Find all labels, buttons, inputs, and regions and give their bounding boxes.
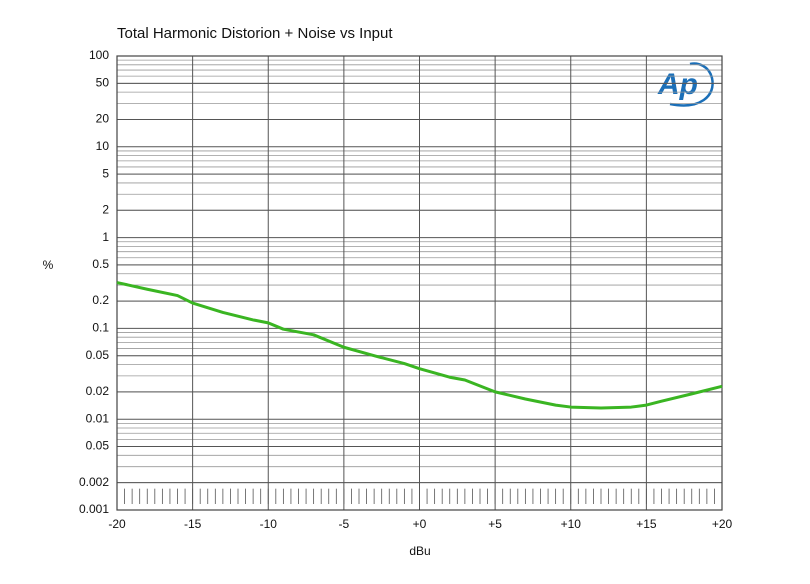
- x-tick-label: -15: [184, 517, 202, 531]
- x-tick-label: -5: [339, 517, 350, 531]
- y-tick-label: 100: [89, 48, 109, 62]
- x-tick-label: +10: [561, 517, 582, 531]
- y-tick-label: 0.1: [92, 321, 109, 335]
- logo: Ap: [657, 68, 698, 101]
- x-tick-label: +0: [413, 517, 427, 531]
- y-tick-label: 50: [96, 76, 110, 90]
- x-axis-label: dBu: [409, 544, 430, 558]
- y-tick-label: 2: [102, 202, 109, 216]
- logo-swoosh: [669, 62, 714, 107]
- y-tick-label: 0.5: [92, 257, 109, 271]
- x-tick-label: -10: [260, 517, 278, 531]
- x-tick-label: +5: [488, 517, 502, 531]
- x-tick-label: +15: [636, 517, 657, 531]
- chart-title: Total Harmonic Distorion + Noise vs Inpu…: [117, 25, 393, 42]
- y-tick-label: 1: [102, 230, 109, 244]
- y-tick-label: 0.05: [86, 348, 110, 362]
- y-axis-label: %: [43, 258, 54, 272]
- y-tick-label: 0.05: [86, 439, 110, 453]
- y-tick-label: 0.2: [92, 293, 109, 307]
- y-tick-label: 5: [102, 166, 109, 180]
- x-tick-label: -20: [108, 517, 126, 531]
- y-tick-label: 20: [96, 112, 110, 126]
- y-tick-label: 10: [96, 139, 110, 153]
- y-tick-label: 0.002: [79, 475, 109, 489]
- y-tick-label: 0.01: [86, 411, 110, 425]
- y-tick-label: 0.02: [86, 384, 110, 398]
- y-tick-label: 0.001: [79, 502, 109, 516]
- x-tick-label: +20: [712, 517, 733, 531]
- data-line: [116, 281, 723, 410]
